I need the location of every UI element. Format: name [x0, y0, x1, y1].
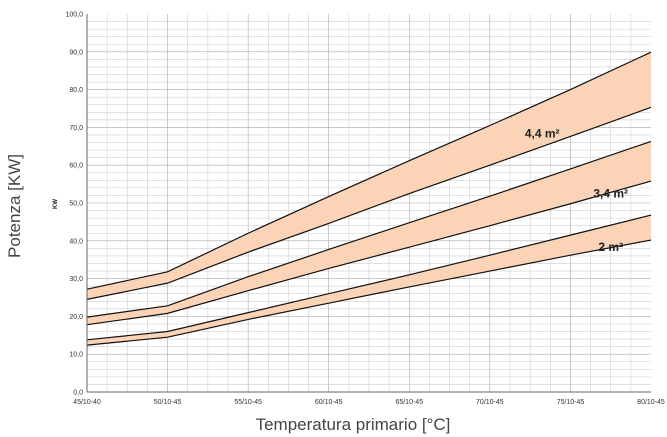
x-tick-label: 70/10-45	[476, 399, 504, 406]
x-tick-label: 80/10-45	[637, 399, 665, 406]
y-tick-label: 10,0	[69, 352, 83, 359]
y-axis-title: Potenza [KW]	[5, 154, 24, 258]
y-tick-label: 70,0	[69, 125, 83, 132]
series-label: 3,4 m²	[593, 186, 628, 200]
y-tick-label: 50,0	[69, 201, 83, 208]
x-axis-title: Temperatura primario [°C]	[256, 415, 451, 434]
y-tick-label: 20,0	[69, 314, 83, 321]
x-tick-label: 50/10-45	[154, 399, 182, 406]
y-tick-label: 80,0	[69, 87, 83, 94]
y-tick-label: 90,0	[69, 49, 83, 56]
x-tick-label: 75/10-45	[557, 399, 585, 406]
x-tick-label: 45/10-40	[73, 399, 101, 406]
y-tick-label: 0,0	[73, 390, 83, 397]
series-upper-line-2	[86, 51, 652, 290]
series-label: 2 m²	[598, 240, 623, 254]
series-lower-line-0	[86, 239, 652, 346]
y-tick-label: 60,0	[69, 163, 83, 170]
axes	[86, 14, 651, 393]
y-tick-label: 100,0	[65, 12, 83, 19]
series-upper-line-1	[86, 140, 652, 318]
series-areas	[86, 51, 652, 346]
tick-labels: 0,0 10,0 20,0 30,0 40,0 50,0 60,0 70,0 80,0 90,0 1…	[65, 12, 664, 407]
x-tick-label: 60/10-45	[315, 399, 343, 406]
series-label: 4,4 m²	[525, 127, 560, 141]
series-upper-line-0	[86, 214, 652, 341]
x-tick-label: 55/10-45	[234, 399, 262, 406]
series-lower-line-1	[86, 180, 652, 326]
y-tick-label: 40,0	[69, 238, 83, 245]
x-tick-label: 65/10-45	[395, 399, 423, 406]
y-tick-label: 30,0	[69, 276, 83, 283]
y-axis-unit: KW	[53, 199, 59, 209]
series-labels: 2 m² 3,4 m² 4,4 m²	[525, 127, 628, 254]
series-lower-line-2	[86, 106, 652, 300]
